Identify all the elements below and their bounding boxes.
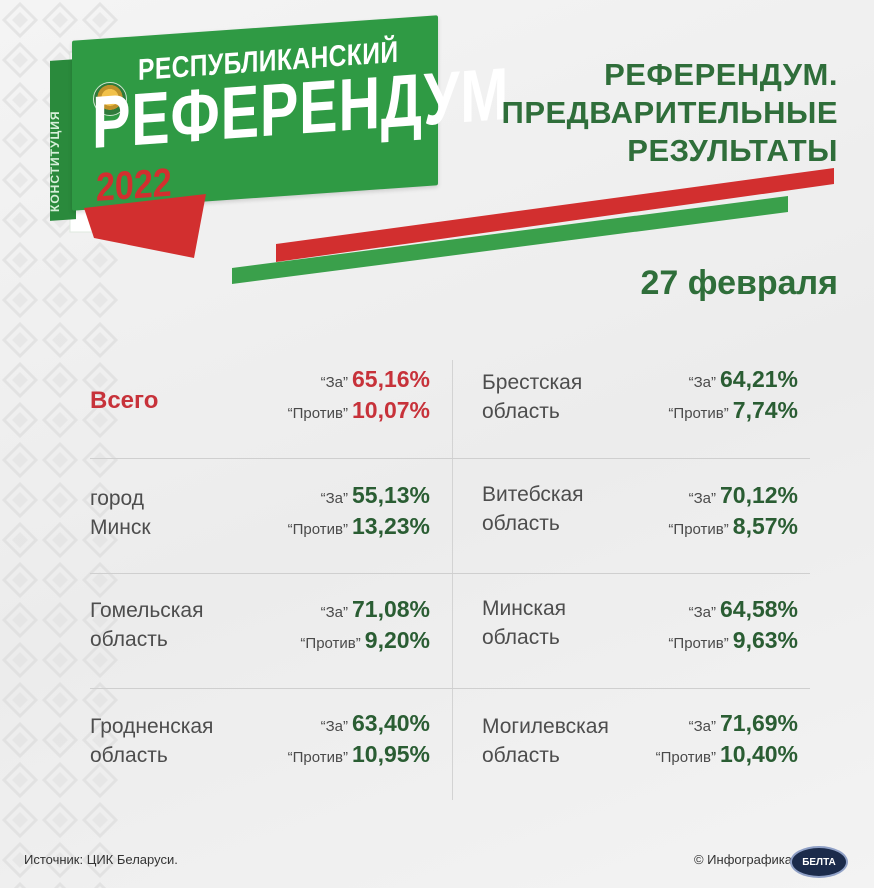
result-cell-grodno: Гродненская область “За” 63,40% “Против” 1… [90,708,430,808]
grid-divider-vertical [452,360,453,800]
result-cell-vitebsk: Витебская область “За” 70,12% “Против” 8,5… [482,480,798,580]
for-label: “За” [320,374,348,391]
region-name: Брестская область [482,371,583,423]
grid-divider-row-3 [90,688,810,689]
for-label: “За” [688,604,716,621]
region-name: Витебская область [482,483,584,535]
against-label: “Против” [300,635,361,652]
result-cell-total: Всего “За” 65,16% “Против” 10,07% [90,364,430,464]
result-cell-brest: Брестская область “За” 64,21% “Против” 7,7… [482,364,798,464]
region-name: Гомельская область [90,599,204,651]
result-values: “За” 65,16% “Против” 10,07% [288,364,430,426]
against-percent: 10,07% [351,397,430,423]
against-percent: 13,23% [351,513,430,539]
belta-logo: БЕЛТА [790,846,848,878]
region-name: Гродненская область [90,715,214,767]
result-cell-mogilev: Могилевская область “За” 71,69% “Против” 1… [482,708,798,808]
region-name: Минская область [482,597,567,649]
for-percent: 71,69% [719,710,798,736]
for-percent: 55,13% [351,482,430,508]
against-label: “Против” [668,521,729,538]
result-values: “За” 71,08% “Против” 9,20% [300,594,430,656]
for-label: “За” [688,374,716,391]
against-label: “Против” [287,405,348,422]
result-values: “За” 64,58% “Против” 9,63% [668,594,798,656]
for-percent: 65,16% [351,366,430,392]
logo-year: 2022 [96,160,172,210]
for-label: “За” [688,490,716,507]
result-values: “За” 64,21% “Против” 7,74% [668,364,798,426]
grid-divider-row-1 [90,458,810,459]
for-percent: 63,40% [351,710,430,736]
for-percent: 64,58% [719,596,798,622]
flag-stripes [232,168,834,284]
for-percent: 71,08% [351,596,430,622]
against-label: “Против” [287,521,348,538]
against-label: “Против” [287,749,348,766]
against-percent: 10,40% [719,741,798,767]
result-cell-gomel: Гомельская область “За” 71,08% “Против” 9,… [90,594,430,694]
result-values: “За” 71,69% “Против” 10,40% [656,708,798,770]
for-label: “За” [320,604,348,621]
title-line-3: РЕЗУЛЬТАТЫ [627,133,838,168]
title-line-2: ПРЕДВАРИТЕЛЬНЫЕ [501,95,838,130]
grid-divider-row-2 [90,573,810,574]
result-cell-minsk-region: Минская область “За” 64,58% “Против” 9,63% [482,594,798,694]
for-label: “За” [320,490,348,507]
state-emblem-icon [93,82,127,116]
logo-spine-text: КОНСТИТУЦИЯ [48,110,62,212]
result-values: “За” 70,12% “Против” 8,57% [668,480,798,542]
against-percent: 9,63% [732,627,798,653]
region-name: Всего [90,387,159,414]
region-name: город Минск [90,487,151,539]
against-label: “Против” [668,405,729,422]
credit-note: © Инфографика [693,852,792,867]
against-label: “Против” [668,635,729,652]
for-percent: 64,21% [719,366,798,392]
result-values: “За” 55,13% “Против” 13,23% [288,480,430,542]
page-title: РЕФЕРЕНДУМ. ПРЕДВАРИТЕЛЬНЫЕ РЕЗУЛЬТАТЫ [418,56,838,170]
logo-red-tail [84,194,206,258]
result-values: “За” 63,40% “Против” 10,95% [288,708,430,770]
for-percent: 70,12% [719,482,798,508]
date-label: 27 февраля [640,264,839,302]
region-name: Могилевская область [482,715,609,767]
for-label: “За” [320,718,348,735]
against-percent: 7,74% [732,397,798,423]
source-note: Источник: ЦИК Беларуси. [24,852,178,867]
against-percent: 9,20% [364,627,430,653]
result-cell-minsk-city: город Минск “За” 55,13% “Против” 13,23% [90,480,430,580]
for-label: “За” [688,718,716,735]
against-label: “Против” [655,749,716,766]
against-percent: 10,95% [351,741,430,767]
against-percent: 8,57% [732,513,798,539]
title-line-1: РЕФЕРЕНДУМ. [604,57,838,92]
